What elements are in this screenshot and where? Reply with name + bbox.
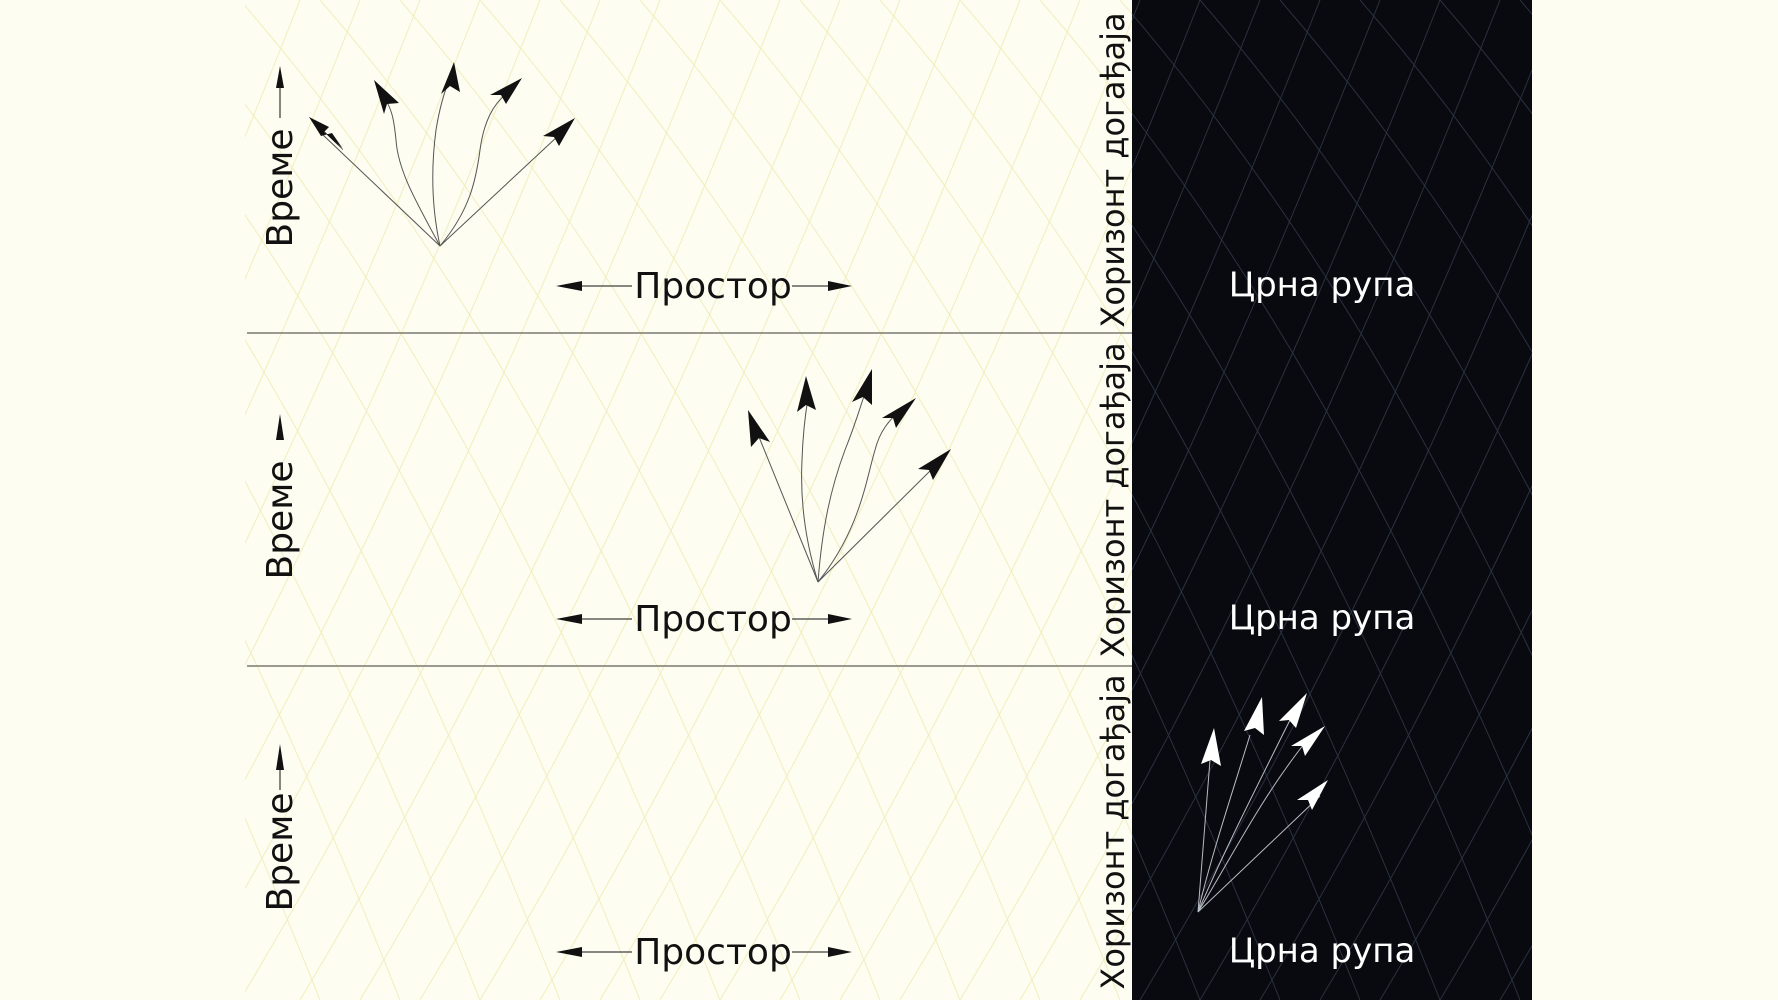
space-axis-arrow	[556, 947, 852, 957]
time-axis-arrow	[276, 744, 284, 790]
time-label: Време	[260, 128, 301, 247]
time-axis-arrow	[276, 66, 284, 118]
event-horizon-label: Хоризонт догађаја	[1094, 342, 1132, 657]
light-cone-arrowheads	[309, 62, 575, 151]
light-cone	[1197, 719, 1321, 913]
time-label: Време	[260, 460, 301, 579]
space-label: Простор	[634, 599, 792, 640]
black-hole-label: Црна рупа	[1229, 931, 1416, 971]
panel-1: Време Простор Хоризонт догађаја Црна руп…	[260, 12, 1415, 327]
black-hole-label: Црна рупа	[1229, 598, 1416, 638]
light-cone-arrowheads	[1201, 693, 1328, 810]
light-cone	[756, 395, 936, 583]
black-hole-label: Црна рупа	[1229, 265, 1416, 305]
space-label: Простор	[634, 932, 792, 973]
event-horizon-label: Хоризонт догађаја	[1094, 674, 1132, 989]
space-axis-arrow	[556, 281, 852, 291]
time-label: Време	[260, 792, 301, 911]
time-axis-arrow	[276, 414, 284, 440]
black-hole-region	[1132, 0, 1532, 1000]
space-label: Простор	[634, 266, 792, 307]
panel-3: Време Простор Хоризонт догађаја Црна руп…	[260, 674, 1415, 989]
event-horizon-label: Хоризонт догађаја	[1094, 12, 1132, 327]
panel-2: Време Простор Хоризонт догађаја Црна руп…	[260, 342, 1415, 657]
light-cone	[321, 77, 559, 247]
light-cone-arrowheads	[748, 369, 951, 480]
space-axis-arrow	[556, 614, 852, 624]
